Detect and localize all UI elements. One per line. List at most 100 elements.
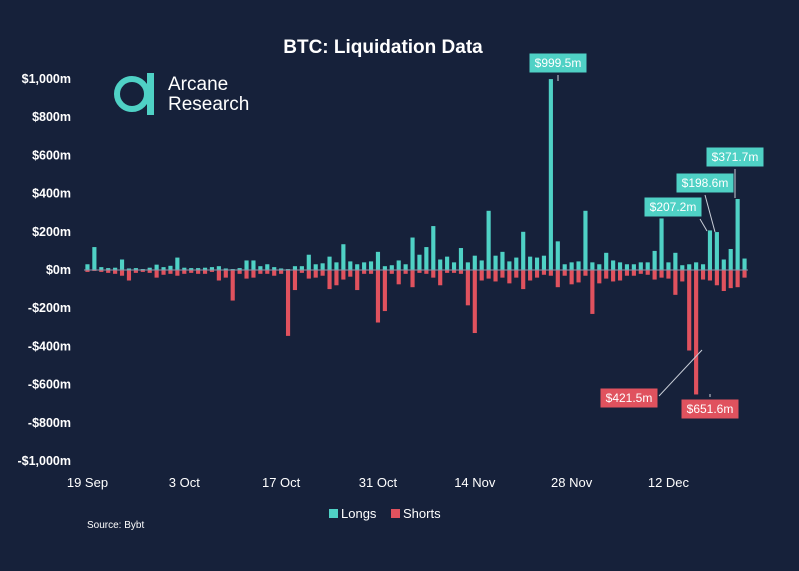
chart-title: BTC: Liquidation Data [283, 37, 483, 58]
logo-text-line1: Arcane [168, 74, 228, 95]
callout-label: $651.6m [687, 402, 734, 416]
longs-bar [617, 262, 623, 270]
longs-bar [417, 254, 422, 270]
longs-bar [382, 266, 387, 270]
shorts-bar [521, 270, 526, 290]
y-tick-label: $800m [32, 110, 71, 124]
longs-bar [458, 248, 464, 270]
shorts-bar [168, 270, 173, 274]
shorts-bar [604, 270, 609, 279]
longs-bar [320, 263, 325, 270]
callout-box [706, 147, 764, 167]
longs-bar [244, 260, 249, 270]
longs-bar [133, 268, 138, 270]
shorts-bar [555, 270, 560, 288]
longs-bar [368, 261, 374, 270]
shorts-bar [431, 270, 436, 278]
legend: Longs Shorts [329, 506, 441, 521]
longs-bar [403, 264, 408, 270]
shorts-bar [576, 270, 581, 283]
y-tick-label: -$400m [28, 339, 71, 353]
shorts-bar [154, 270, 159, 278]
x-tick-label: 3 Oct [169, 475, 200, 490]
shorts-bar [348, 270, 353, 277]
longs-bar [209, 267, 215, 270]
longs-bar [507, 261, 512, 270]
shorts-bar [410, 270, 415, 288]
callout-label: $999.5m [535, 56, 582, 70]
shorts-bar [735, 270, 740, 288]
longs-bar [375, 251, 381, 270]
longs-bar [735, 199, 740, 270]
shorts-bar [403, 270, 408, 274]
longs-bar [99, 267, 104, 270]
longs-bar [396, 260, 401, 270]
longs-bar [292, 266, 298, 270]
longs-bar [327, 256, 332, 270]
longs-bar [493, 255, 498, 270]
shorts-bar [694, 270, 699, 395]
callout-label: $198.6m [682, 176, 729, 190]
callout-leader [658, 349, 703, 397]
shorts-bar [569, 270, 574, 285]
callout-box [600, 388, 658, 408]
longs-bar [590, 262, 595, 270]
legend-longs-label: Longs [341, 506, 377, 521]
shorts-bar [265, 270, 270, 274]
shorts-bar [355, 270, 360, 291]
shorts-bar [721, 270, 726, 292]
shorts-bar [85, 270, 90, 272]
shorts-bar [645, 270, 650, 275]
longs-bar [438, 259, 443, 270]
longs-bar [189, 268, 194, 270]
longs-bar [645, 262, 650, 270]
shorts-bar [175, 270, 180, 276]
longs-bar [576, 261, 581, 270]
longs-bar [451, 262, 457, 270]
longs-bar [680, 265, 685, 270]
shorts-bar [113, 270, 118, 274]
x-tick-label: 31 Oct [359, 475, 398, 490]
longs-bar [562, 264, 567, 270]
longs-bar [694, 262, 699, 270]
longs-bar [500, 251, 505, 270]
shorts-bar [279, 270, 284, 274]
longs-bar [161, 267, 166, 270]
longs-bar [341, 244, 346, 270]
callout: $999.5m [529, 53, 587, 81]
shorts-bar [451, 270, 457, 273]
longs-bar [355, 264, 360, 270]
legend-shorts-label: Shorts [403, 506, 441, 521]
longs-bar [583, 210, 588, 270]
longs-bar [700, 264, 706, 270]
shorts-bar [445, 270, 450, 273]
shorts-bar [548, 270, 553, 276]
legend-longs-swatch [329, 509, 338, 518]
shorts-bar [230, 270, 235, 301]
shorts-bar [728, 270, 733, 289]
shorts-bar [189, 270, 194, 273]
x-axis: 19 Sep 3 Oct 17 Oct 31 Oct 14 Nov 28 Nov 12 De… [67, 475, 690, 490]
shorts-bar [285, 270, 291, 336]
longs-bar [202, 267, 208, 270]
shorts-bar [687, 270, 692, 351]
shorts-bar [714, 270, 719, 286]
shorts-bar [472, 270, 477, 334]
longs-bar [624, 264, 630, 270]
y-axis: $1,000m $800m $600m $400m $200m $0m -$200m -$40… [17, 72, 71, 468]
longs-bar [465, 262, 470, 270]
shorts-bar [583, 270, 588, 276]
longs-bar [638, 262, 643, 270]
shorts-bar [707, 270, 713, 281]
shorts-bar [133, 270, 138, 273]
longs-bar [597, 264, 602, 270]
longs-bar [673, 252, 678, 270]
shorts-bar [458, 270, 464, 274]
shorts-bar [382, 270, 387, 312]
longs-bar [92, 247, 97, 270]
longs-bar [196, 268, 201, 270]
shorts-bar [299, 270, 304, 273]
legend-shorts-swatch [391, 509, 400, 518]
shorts-bar [334, 270, 339, 286]
